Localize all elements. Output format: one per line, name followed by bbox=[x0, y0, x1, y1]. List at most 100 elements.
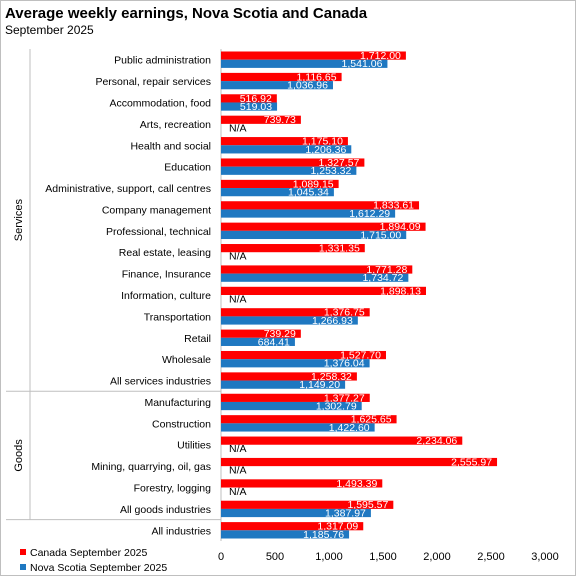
bar-canada bbox=[221, 201, 420, 210]
data-label: 1,258.32 bbox=[311, 371, 352, 383]
legend-canada-swatch bbox=[20, 549, 26, 555]
bar-canada bbox=[221, 72, 342, 82]
data-label: 1,376.75 bbox=[324, 307, 365, 319]
data-label: 1,377.27 bbox=[324, 392, 365, 404]
bar-canada bbox=[221, 522, 364, 531]
data-label: 1,422.60 bbox=[329, 422, 370, 434]
x-tick-label: 0 bbox=[218, 551, 224, 563]
bar-nova-scotia bbox=[221, 508, 371, 518]
bar-canada bbox=[221, 308, 370, 317]
legend-nova-scotia: Nova Scotia September 2025 bbox=[20, 562, 167, 574]
na-label: N/A bbox=[229, 251, 247, 263]
data-label: 1,089.15 bbox=[293, 178, 334, 190]
bar-nova-scotia bbox=[221, 209, 396, 218]
x-tick-label: 2,500 bbox=[477, 551, 505, 563]
na-label: N/A bbox=[229, 294, 247, 306]
legend-canada-label: Canada September 2025 bbox=[30, 547, 148, 559]
data-label: 1,376.04 bbox=[324, 358, 365, 370]
bar-canada bbox=[221, 222, 426, 231]
bar-nova-scotia bbox=[221, 102, 278, 111]
bar-nova-scotia bbox=[221, 359, 370, 368]
data-label: 2,555.97 bbox=[451, 456, 492, 468]
bar-canada bbox=[221, 415, 397, 424]
data-label: 1,734.72 bbox=[362, 272, 403, 284]
bar-nova-scotia bbox=[221, 230, 407, 240]
category-label-wholesale: Wholesale bbox=[162, 354, 211, 366]
na-label: N/A bbox=[229, 486, 247, 498]
bar-nova-scotia bbox=[221, 337, 295, 346]
category-label-mining-quarrying-oil-gas: Mining, quarrying, oil, gas bbox=[91, 461, 211, 473]
bar-canada bbox=[221, 457, 498, 467]
data-label: 1,175.10 bbox=[302, 136, 343, 148]
category-label-transportation: Transportation bbox=[144, 311, 211, 323]
bar-nova-scotia bbox=[221, 188, 334, 197]
category-label-education: Education bbox=[164, 162, 211, 174]
bar-nova-scotia bbox=[221, 530, 350, 539]
legend-nova-scotia-swatch bbox=[20, 564, 26, 570]
bar-canada bbox=[221, 94, 277, 103]
data-label: 1,771.28 bbox=[366, 264, 407, 276]
data-label: 2,234.06 bbox=[416, 435, 457, 447]
data-label: 1,625.65 bbox=[351, 414, 392, 426]
bar-canada bbox=[221, 244, 365, 253]
category-label-real-estate-leasing: Real estate, leasing bbox=[119, 247, 211, 259]
x-tick-label: 500 bbox=[266, 551, 284, 563]
x-tick-label: 1,500 bbox=[369, 551, 397, 563]
data-label: 1,331.35 bbox=[319, 243, 360, 255]
chart-subtitle: September 2025 bbox=[5, 23, 94, 37]
bar-canada bbox=[221, 51, 406, 60]
data-label: 739.73 bbox=[264, 114, 296, 126]
data-label: 1,317.09 bbox=[317, 521, 358, 533]
data-label: 1,116.65 bbox=[297, 71, 337, 83]
bar-canada bbox=[221, 479, 383, 488]
data-label: 1,185.76 bbox=[303, 529, 344, 541]
category-label-accommodation-food: Accommodation, food bbox=[109, 97, 211, 109]
legend-nova-scotia-label: Nova Scotia September 2025 bbox=[30, 562, 168, 574]
category-label-professional-technical: Professional, technical bbox=[106, 226, 211, 238]
data-label: 684.41 bbox=[258, 336, 290, 348]
bar-canada bbox=[221, 500, 394, 509]
data-label: 1,541.06 bbox=[342, 58, 383, 70]
data-label: 1,712.00 bbox=[360, 50, 401, 62]
category-label-all-goods-industries: All goods industries bbox=[120, 504, 211, 516]
x-tick-label: 2,000 bbox=[423, 551, 451, 563]
category-label-utilities: Utilities bbox=[177, 440, 211, 452]
bar-canada bbox=[221, 286, 426, 295]
bar-nova-scotia bbox=[221, 316, 358, 325]
category-label-manufacturing: Manufacturing bbox=[144, 397, 211, 409]
chart-title: Average weekly earnings, Nova Scotia and… bbox=[5, 5, 368, 22]
data-label: 1,045.34 bbox=[288, 187, 329, 199]
data-label: 1,595.57 bbox=[347, 499, 388, 511]
data-label: 739.29 bbox=[264, 328, 296, 340]
data-label: 519.03 bbox=[240, 101, 272, 113]
bar-canada bbox=[221, 329, 301, 338]
category-label-forestry-logging: Forestry, logging bbox=[134, 483, 212, 495]
data-label: 1,302.79 bbox=[316, 400, 357, 412]
data-label: 1,612.29 bbox=[349, 208, 390, 220]
na-label: N/A bbox=[229, 443, 247, 455]
bar-canada bbox=[221, 436, 463, 445]
category-label-retail: Retail bbox=[184, 333, 211, 345]
category-label-finance-insurance: Finance, Insurance bbox=[122, 269, 211, 281]
data-label: 1,253.32 bbox=[310, 165, 351, 177]
data-label: 1,493.39 bbox=[336, 478, 377, 490]
category-label-all-services-industries: All services industries bbox=[110, 376, 211, 388]
data-label: 1,715.00 bbox=[360, 229, 401, 241]
bar-nova-scotia bbox=[221, 166, 357, 175]
data-label: 1,206.36 bbox=[305, 144, 346, 156]
category-label-information-culture: Information, culture bbox=[121, 290, 211, 302]
category-label-public-administration: Public administration bbox=[114, 55, 211, 67]
data-label: 1,149.20 bbox=[299, 379, 340, 391]
bar-canada bbox=[221, 393, 370, 402]
data-label: 1,527.70 bbox=[340, 349, 381, 361]
na-label: N/A bbox=[229, 122, 247, 134]
bar-nova-scotia bbox=[221, 401, 362, 411]
bar-nova-scotia bbox=[221, 380, 346, 389]
data-label: 516.92 bbox=[240, 93, 272, 105]
bar-canada bbox=[221, 265, 413, 274]
data-label: 1,266.93 bbox=[312, 315, 353, 327]
category-label-personal-repair-services: Personal, repair services bbox=[95, 76, 211, 88]
bar-canada bbox=[221, 158, 365, 167]
category-label-construction: Construction bbox=[152, 418, 211, 430]
bar-nova-scotia bbox=[221, 273, 409, 282]
